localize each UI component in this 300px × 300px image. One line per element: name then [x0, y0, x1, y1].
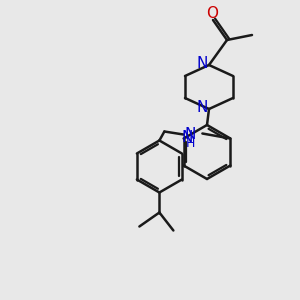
- Text: N: N: [185, 127, 196, 142]
- Text: N: N: [182, 130, 193, 145]
- Text: H: H: [186, 137, 195, 150]
- Text: N: N: [196, 56, 208, 71]
- Text: O: O: [206, 5, 218, 20]
- Text: N: N: [196, 100, 208, 116]
